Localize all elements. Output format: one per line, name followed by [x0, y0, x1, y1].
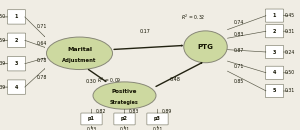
- FancyBboxPatch shape: [114, 113, 135, 125]
- FancyBboxPatch shape: [8, 80, 26, 94]
- Text: 0.85: 0.85: [234, 79, 244, 84]
- Text: 0.31: 0.31: [119, 127, 130, 130]
- Text: 0.83: 0.83: [129, 109, 139, 114]
- Text: 0.78: 0.78: [36, 58, 47, 63]
- Text: 0.31: 0.31: [285, 29, 296, 34]
- Text: 2: 2: [273, 29, 276, 34]
- FancyBboxPatch shape: [81, 113, 102, 125]
- Text: 0.17: 0.17: [140, 29, 150, 34]
- Text: 0.31: 0.31: [285, 89, 296, 93]
- Text: 0.33: 0.33: [86, 127, 97, 130]
- Text: p3: p3: [154, 116, 161, 121]
- Text: 0.89: 0.89: [162, 109, 172, 114]
- Ellipse shape: [184, 31, 227, 63]
- Text: p1: p1: [88, 116, 95, 121]
- FancyBboxPatch shape: [266, 66, 284, 79]
- Text: p2: p2: [121, 116, 128, 121]
- Text: 0.64: 0.64: [36, 41, 46, 46]
- Text: 0.87: 0.87: [233, 48, 244, 53]
- Text: 0.59: 0.59: [0, 38, 6, 43]
- Text: Strategies: Strategies: [110, 100, 139, 105]
- FancyBboxPatch shape: [8, 10, 26, 24]
- Text: Positive: Positive: [112, 89, 137, 94]
- Text: 0.48: 0.48: [170, 77, 181, 82]
- Text: 0.78: 0.78: [36, 75, 47, 80]
- Text: 0.50: 0.50: [285, 70, 295, 75]
- Text: 1: 1: [15, 14, 18, 19]
- Text: $R^2$ = 0.32: $R^2$ = 0.32: [181, 12, 206, 22]
- Text: PTG: PTG: [198, 44, 213, 50]
- FancyBboxPatch shape: [8, 33, 26, 47]
- Text: 0.24: 0.24: [285, 50, 296, 54]
- Text: 0.39: 0.39: [0, 61, 6, 66]
- FancyBboxPatch shape: [266, 9, 284, 22]
- Text: Adjustment: Adjustment: [62, 58, 97, 63]
- Text: 0.39: 0.39: [0, 85, 6, 90]
- Ellipse shape: [46, 37, 112, 70]
- Ellipse shape: [93, 82, 156, 109]
- Text: 0.74: 0.74: [234, 20, 244, 25]
- Text: Marital: Marital: [67, 47, 92, 52]
- Text: 0.71: 0.71: [36, 24, 47, 29]
- FancyBboxPatch shape: [266, 84, 284, 98]
- Text: 4: 4: [273, 70, 276, 75]
- Text: 1: 1: [273, 13, 276, 18]
- Text: 0.82: 0.82: [96, 109, 106, 114]
- Text: 0.71: 0.71: [233, 64, 244, 69]
- FancyBboxPatch shape: [266, 46, 284, 58]
- Text: 0.30: 0.30: [86, 79, 97, 84]
- Text: 5: 5: [273, 89, 276, 93]
- Text: 2: 2: [15, 38, 18, 43]
- Text: 0.21: 0.21: [152, 127, 163, 130]
- Text: 0.45: 0.45: [285, 13, 295, 18]
- Text: $R^2$ = 0.09: $R^2$ = 0.09: [97, 75, 122, 85]
- Text: 0.83: 0.83: [234, 32, 244, 37]
- Text: 4: 4: [15, 85, 18, 90]
- FancyBboxPatch shape: [8, 56, 26, 71]
- FancyBboxPatch shape: [266, 25, 284, 38]
- Text: 3: 3: [15, 61, 18, 66]
- Text: 3: 3: [273, 50, 276, 54]
- Text: 0.50: 0.50: [0, 14, 6, 19]
- FancyBboxPatch shape: [147, 113, 168, 125]
